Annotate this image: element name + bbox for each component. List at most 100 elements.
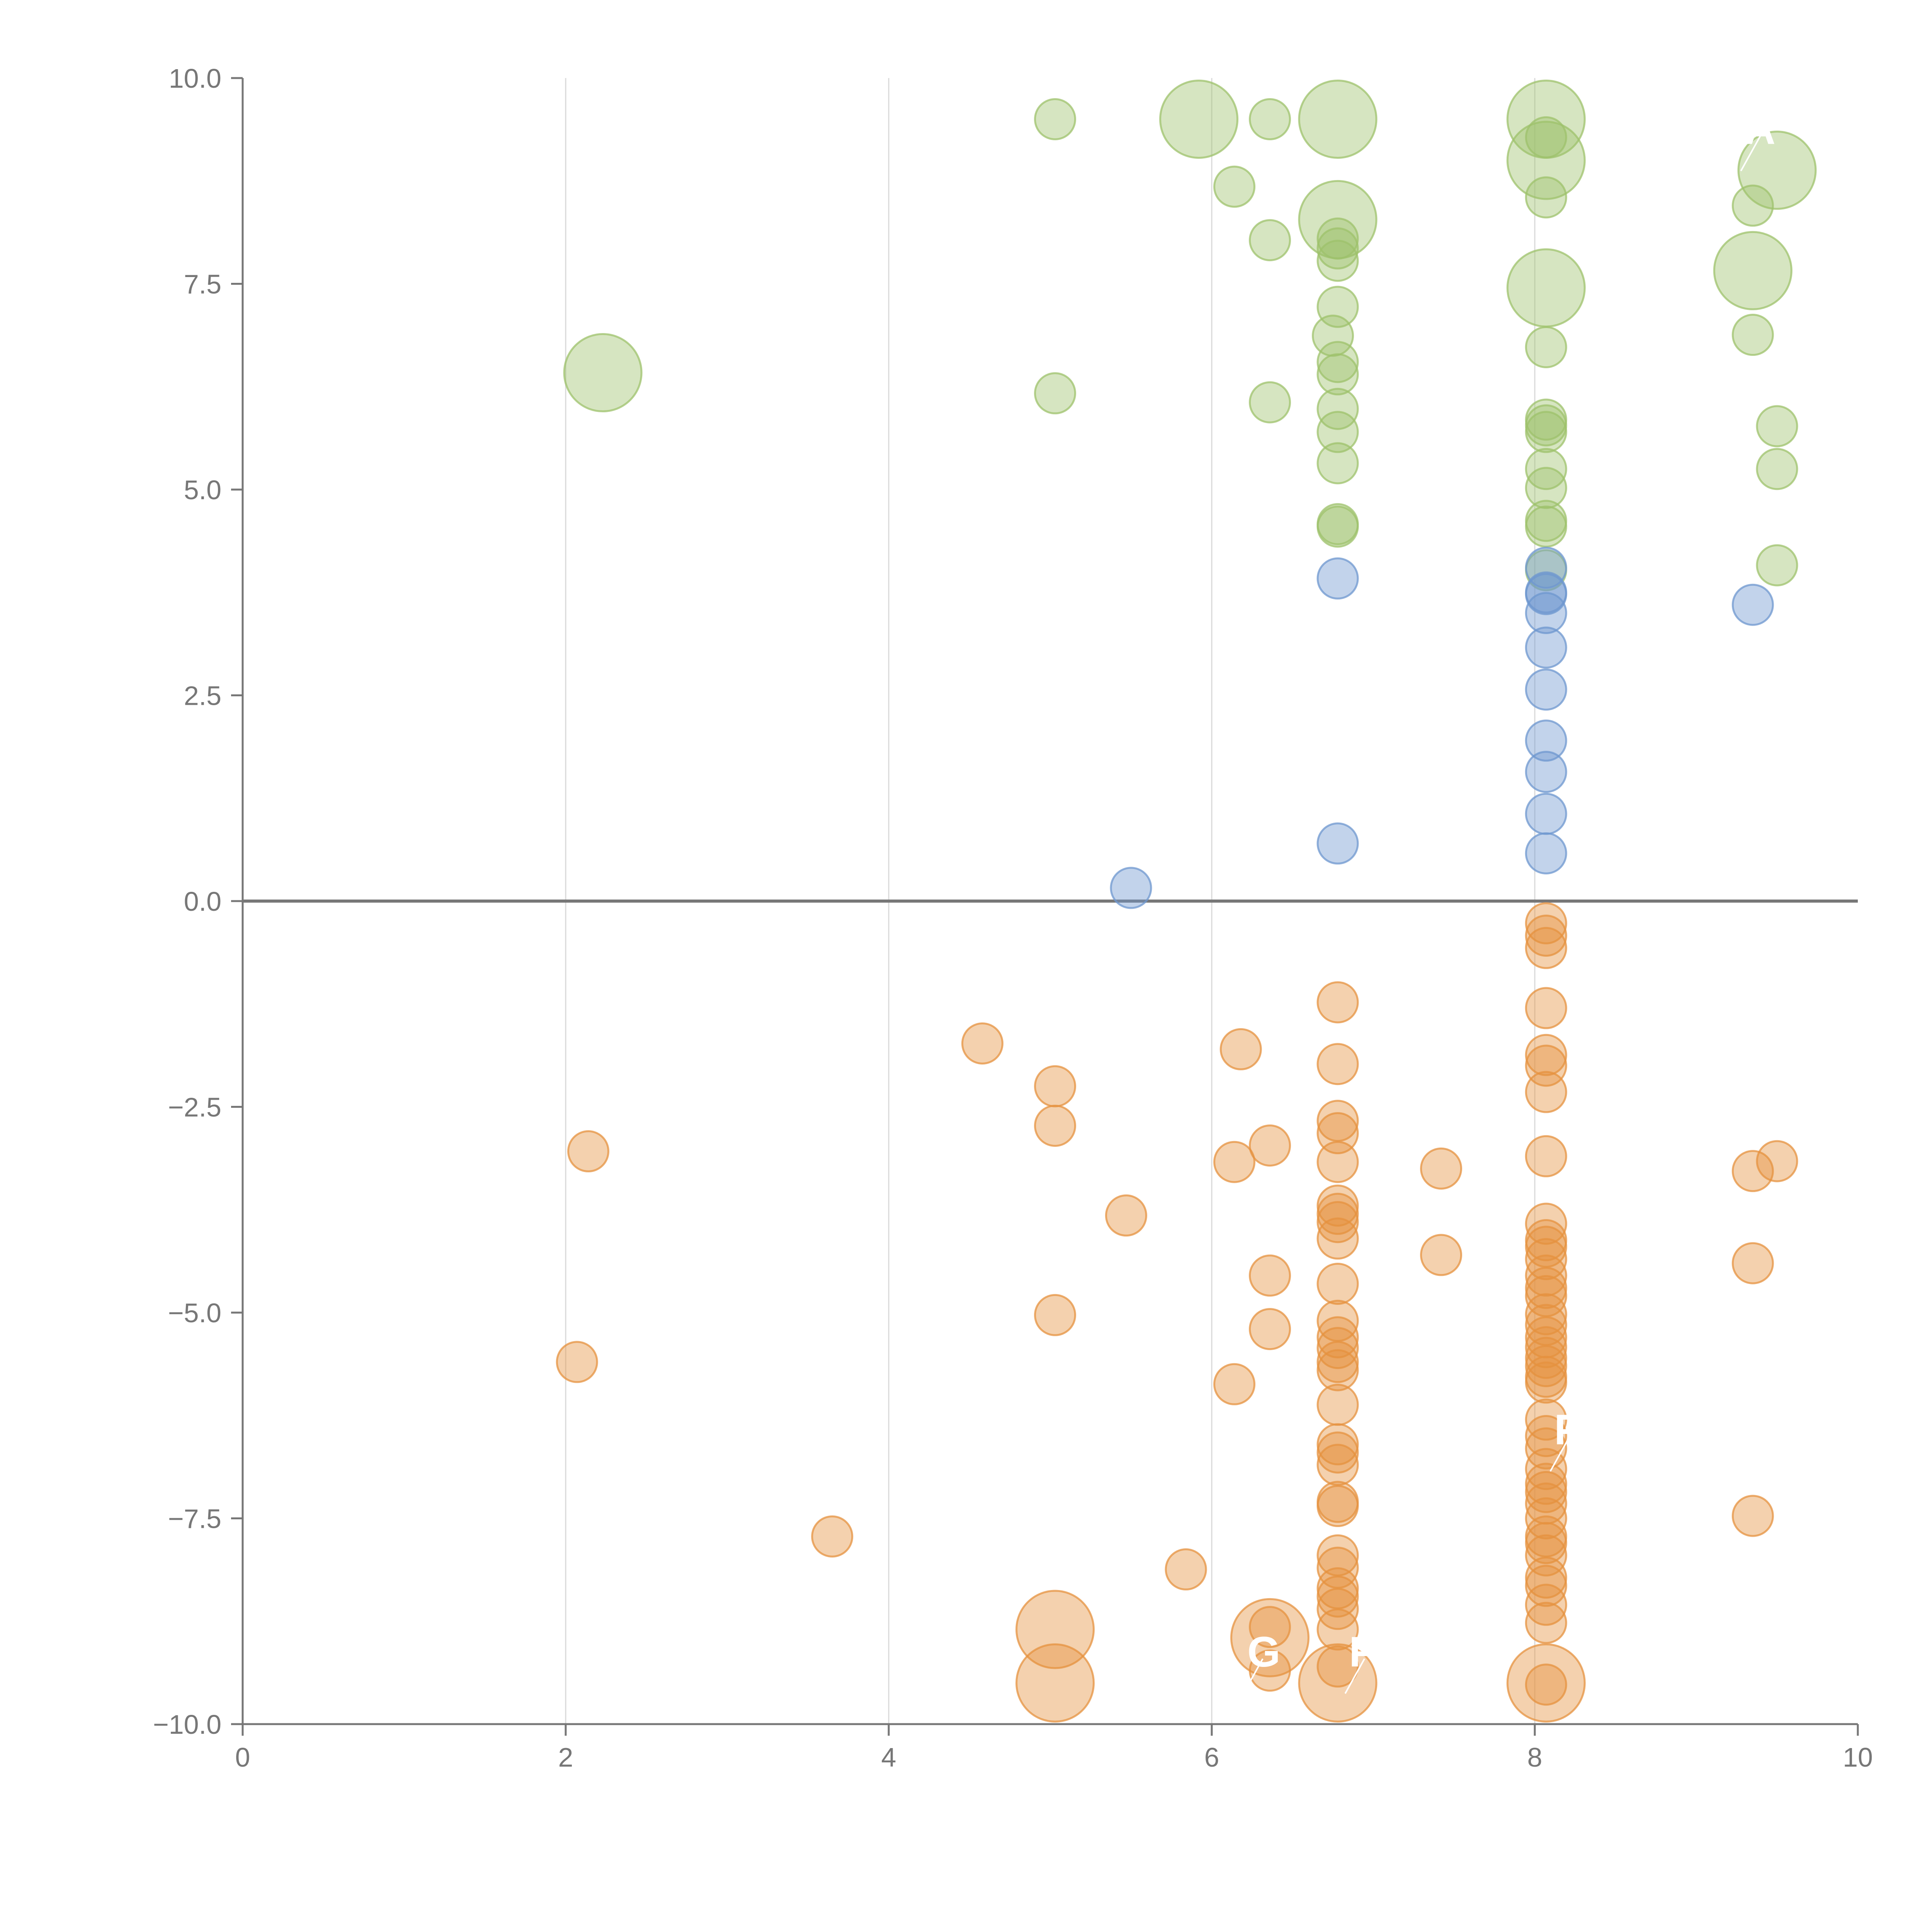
bubble-orange xyxy=(1316,1217,1359,1260)
bubble-green xyxy=(1316,442,1359,485)
point-label-leader xyxy=(1549,1436,1570,1472)
bubble-orange xyxy=(1525,987,1567,1029)
bubble-blue xyxy=(1316,557,1359,600)
point-label: P xyxy=(1554,1406,1582,1454)
bubble-orange xyxy=(1525,1135,1567,1177)
bubble-green xyxy=(1525,467,1567,509)
bubble-orange xyxy=(1316,1262,1359,1305)
bubble-green xyxy=(1525,176,1567,219)
bubble-orange xyxy=(1034,1065,1077,1107)
bubble-orange xyxy=(1316,1316,1359,1359)
bubble-orange xyxy=(1525,1602,1567,1644)
bubble-orange xyxy=(1525,902,1567,945)
bubble-orange xyxy=(1525,1034,1567,1076)
bubble-orange xyxy=(1525,1583,1567,1626)
bubble-orange xyxy=(1316,1043,1359,1085)
bubble-orange xyxy=(1316,1645,1359,1688)
bubble-orange xyxy=(1525,1071,1567,1113)
bubble-orange xyxy=(1316,1141,1359,1183)
bubble-orange xyxy=(556,1341,598,1383)
bubble-blue xyxy=(1316,822,1359,865)
bubble-orange xyxy=(1420,1234,1463,1276)
y-tick-label: 5.0 xyxy=(184,475,221,505)
bubble-orange xyxy=(811,1515,854,1558)
bubble-green xyxy=(1731,184,1774,227)
bubble-orange xyxy=(1525,1565,1567,1607)
bubble-orange xyxy=(1316,1575,1359,1618)
bubble-orange xyxy=(1015,1643,1095,1723)
bubble-blue xyxy=(1731,583,1774,626)
bubble-orange xyxy=(1525,914,1567,957)
bubble-green xyxy=(1525,411,1567,453)
bubble-orange xyxy=(1525,1497,1567,1539)
bubble-blue xyxy=(1525,719,1567,762)
bubble-orange xyxy=(1525,1361,1567,1404)
bubble-orange xyxy=(1525,1663,1567,1706)
bubble-blue xyxy=(1525,592,1567,634)
bubble-orange xyxy=(1316,1384,1359,1426)
y-tick-label: −5.0 xyxy=(168,1298,221,1328)
bubble-green xyxy=(1525,448,1567,490)
bubble-blue xyxy=(1525,546,1567,589)
bubble-green xyxy=(1298,80,1378,159)
bubble-orange xyxy=(1525,1326,1567,1368)
bubble-green xyxy=(1316,227,1359,270)
axis-layer: 0 2 4 6 8 10 10.0 7.5 5.0 2.5 0.0 −2.5 −5.0 −7.5 −10.0 xyxy=(153,63,1873,1772)
bubble-green xyxy=(1248,98,1291,140)
bubble-blue xyxy=(1110,867,1152,909)
bubble-orange xyxy=(1316,1444,1359,1486)
bubble-green xyxy=(1034,98,1077,140)
bubble-green xyxy=(563,333,643,413)
bubble-green xyxy=(1506,248,1586,328)
bubble-orange xyxy=(1731,1495,1774,1537)
bubble-orange xyxy=(1756,1140,1798,1182)
bubble-orange xyxy=(1316,1327,1359,1369)
bubble-orange xyxy=(1248,1606,1291,1648)
bubble-orange xyxy=(1506,1643,1586,1723)
bubble-orange xyxy=(1525,1534,1567,1577)
bubble-green xyxy=(1159,80,1239,159)
y-tick-label: 7.5 xyxy=(184,269,221,299)
y-tick-label: 0.0 xyxy=(184,886,221,917)
bubble-orange xyxy=(1248,1650,1291,1692)
y-tick-label: −2.5 xyxy=(168,1092,221,1122)
point-labels-layer: P G P A xyxy=(1243,105,1776,1694)
bubble-green xyxy=(1731,314,1774,356)
x-tick-label: 8 xyxy=(1527,1742,1543,1772)
bubble-green xyxy=(1756,405,1798,447)
bubble-orange xyxy=(1105,1194,1147,1237)
bubble-orange xyxy=(567,1130,610,1173)
bubble-orange xyxy=(1731,1150,1774,1192)
bubble-orange xyxy=(1525,1044,1567,1087)
x-tick-label: 2 xyxy=(558,1742,573,1772)
bubble-orange xyxy=(1248,1308,1291,1350)
point-label-leader xyxy=(1243,1658,1264,1694)
bubble-green xyxy=(1316,341,1359,383)
bubble-orange xyxy=(1219,1028,1262,1070)
bubble-orange xyxy=(1248,1254,1291,1297)
y-tick-label: 2.5 xyxy=(184,681,221,711)
bubble-green xyxy=(1316,240,1359,282)
bubble-orange xyxy=(1525,1293,1567,1335)
bubble-orange xyxy=(1525,927,1567,969)
bubble-green xyxy=(1525,116,1567,158)
bubble-green xyxy=(1316,411,1359,453)
point-label: P xyxy=(1349,1628,1377,1676)
bubble-orange xyxy=(1230,1598,1310,1677)
y-tick-label: −7.5 xyxy=(168,1504,221,1534)
bubble-green xyxy=(1248,219,1291,262)
bubble-orange xyxy=(1034,1104,1077,1147)
bubble-orange xyxy=(1525,1415,1567,1457)
y-tick-label: 10.0 xyxy=(169,63,221,94)
point-label: G xyxy=(1247,1628,1281,1676)
bubble-orange xyxy=(1165,1548,1207,1591)
bubble-green xyxy=(1316,505,1359,548)
bubble-blue xyxy=(1525,832,1567,874)
bubble-orange xyxy=(1316,981,1359,1024)
x-tick-label: 4 xyxy=(881,1742,896,1772)
bubble-green xyxy=(1213,165,1256,208)
x-tick-label: 0 xyxy=(235,1742,250,1772)
bubble-green xyxy=(1506,121,1586,200)
y-tick-label: −10.0 xyxy=(153,1709,221,1740)
